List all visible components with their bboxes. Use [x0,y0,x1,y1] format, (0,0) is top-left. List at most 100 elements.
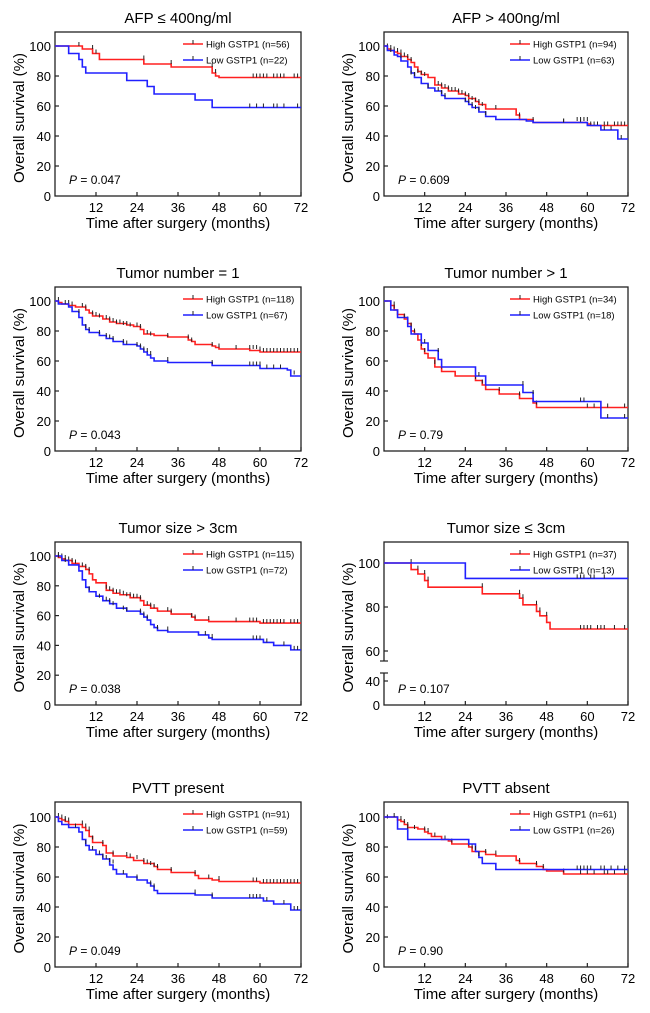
p-value: P = 0.043 [69,428,121,442]
axis-break-gap [382,661,387,673]
x-tick-label: 36 [499,455,513,470]
x-tick-label: 12 [89,455,103,470]
y-tick-label: 40 [37,900,51,915]
y-tick-label: 0 [44,960,51,975]
y-tick-label: 40 [366,129,380,144]
y-tick-label: 40 [37,129,51,144]
y-tick-label: 0 [44,444,51,459]
x-tick-label: 60 [253,455,267,470]
y-tick-label: 60 [37,870,51,885]
x-tick-label: 24 [458,455,472,470]
x-tick-label: 60 [253,709,267,724]
legend-entry: Low GSTP1 (n=26) [533,826,615,837]
x-tick-label: 12 [417,200,431,215]
y-tick-label: 100 [358,556,380,571]
y-tick-label: 40 [37,638,51,653]
x-tick-label: 24 [458,971,472,986]
x-tick-label: 12 [417,709,431,724]
legend-entry: High GSTP1 (n=115) [206,550,294,561]
y-tick-label: 20 [37,668,51,683]
x-tick-label: 12 [89,709,103,724]
survival-curve-high [55,45,301,79]
km-panel: Tumor size ≤ 3cm 0 40 60 80 100 12 24 36 48 60 72 Ti… [340,520,635,741]
x-tick-label: 12 [417,455,431,470]
km-panel: Tumor number = 1 0 20 40 60 80 100 12 24 36 48 60 72… [11,265,308,487]
survival-curve-low [384,562,628,580]
legend-entry: High GSTP1 (n=94) [533,40,617,51]
legend-entry: High GSTP1 (n=56) [206,40,290,51]
legend-entry: High GSTP1 (n=34) [533,295,617,306]
km-panel: Tumor number > 1 0 20 40 60 80 100 12 24 36 48 60 72… [340,265,635,487]
y-tick-label: 100 [29,39,51,54]
km-panel: PVTT present 0 20 40 60 80 100 12 24 36 48 60 72 Time… [11,780,308,1003]
chart-title: Tumor size ≤ 3cm [447,520,566,537]
y-tick-label: 20 [366,414,380,429]
p-value: P = 0.038 [69,682,121,696]
chart-title: Tumor number > 1 [444,265,567,282]
p-value-number: = 0.609 [406,173,450,187]
legend-entry: Low GSTP1 (n=22) [206,56,288,67]
km-panel: AFP ≤ 400ng/ml 0 20 40 60 80 100 12 24 36 48 60 72 Ti… [11,10,308,232]
x-tick-label: 60 [580,971,594,986]
p-symbol: P [398,682,406,696]
p-value-number: = 0.047 [77,173,121,187]
survival-curve-low [55,816,301,911]
x-tick-label: 48 [539,200,553,215]
x-tick-label: 72 [621,200,635,215]
legend-entry: Low GSTP1 (n=18) [533,311,615,322]
y-tick-label: 80 [37,840,51,855]
x-tick-label: 72 [621,971,635,986]
y-tick-label: 20 [366,159,380,174]
y-tick-label: 60 [366,99,380,114]
p-value-number: = 0.79 [406,428,443,442]
x-tick-label: 72 [621,455,635,470]
survival-curve-low [384,300,628,419]
x-tick-label: 24 [130,709,144,724]
x-tick-label: 36 [171,200,185,215]
km-panel: AFP > 400ng/ml 0 20 40 60 80 100 12 24 36 48 60 72 Ti… [340,10,635,232]
p-symbol: P [69,682,77,696]
y-tick-label: 60 [37,354,51,369]
y-tick-label: 0 [373,698,380,713]
y-tick-label: 80 [37,69,51,84]
legend-entry: High GSTP1 (n=91) [206,810,290,821]
x-axis-label: Time after surgery (months) [86,724,271,741]
y-tick-label: 0 [44,189,51,204]
y-axis-label: Overall survival (%) [11,562,28,692]
x-tick-label: 24 [458,200,472,215]
x-tick-label: 48 [539,709,553,724]
y-tick-label: 100 [29,810,51,825]
x-tick-label: 72 [294,971,308,986]
x-tick-label: 48 [539,455,553,470]
x-axis-label: Time after surgery (months) [86,215,271,232]
legend-entry: Low GSTP1 (n=59) [206,826,288,837]
p-value: P = 0.047 [69,173,121,187]
p-symbol: P [69,944,77,958]
y-axis-label: Overall survival (%) [340,823,357,953]
p-symbol: P [398,428,406,442]
x-tick-label: 12 [417,971,431,986]
chart-title: AFP > 400ng/ml [452,10,560,27]
x-tick-label: 12 [89,200,103,215]
chart-title: AFP ≤ 400ng/ml [124,10,231,27]
x-tick-label: 36 [171,709,185,724]
chart-title: Tumor number = 1 [116,265,239,282]
p-value-number: = 0.043 [77,428,121,442]
y-tick-label: 20 [37,159,51,174]
y-tick-label: 20 [37,930,51,945]
x-tick-label: 48 [539,971,553,986]
x-tick-label: 48 [212,455,226,470]
x-axis-label: Time after surgery (months) [86,470,271,487]
x-tick-label: 24 [130,455,144,470]
km-panel: PVTT absent 0 20 40 60 80 100 12 24 36 48 60 72 Time … [340,780,635,1003]
x-axis-label: Time after surgery (months) [414,724,599,741]
y-tick-label: 0 [373,444,380,459]
legend-entry: Low GSTP1 (n=72) [206,566,288,577]
y-tick-label: 80 [366,69,380,84]
p-symbol: P [398,944,406,958]
y-tick-label: 0 [44,698,51,713]
y-tick-label: 80 [366,840,380,855]
x-axis-label: Time after surgery (months) [414,215,599,232]
legend-entry: High GSTP1 (n=118) [206,295,294,306]
